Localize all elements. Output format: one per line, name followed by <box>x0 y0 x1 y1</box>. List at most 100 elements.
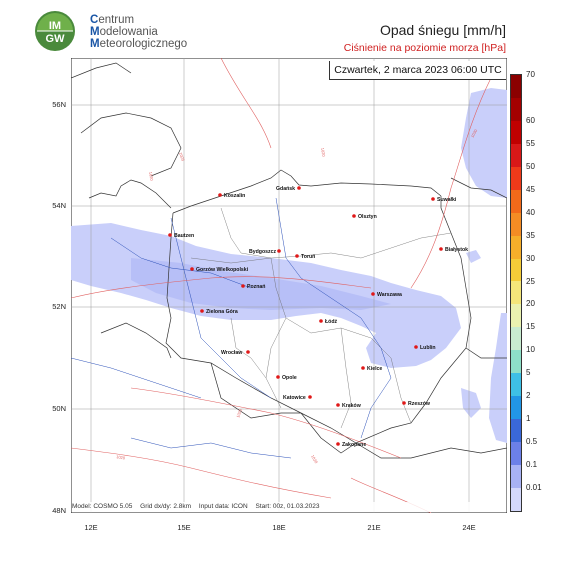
svg-text:Zakopane: Zakopane <box>342 442 366 448</box>
lon-label-12e: 12E <box>84 523 98 532</box>
color-scale-segment <box>511 350 521 374</box>
color-scale-segment <box>511 258 521 282</box>
isobar-labels: 1030 1025 1020 1020 1025 1020 1020 <box>116 128 479 465</box>
color-scale-label: 45 <box>526 184 535 194</box>
city-zakopane: Zakopane <box>336 442 366 448</box>
color-scale-label: 0.1 <box>526 460 538 470</box>
lat-label-50n: 50N <box>52 404 66 413</box>
city-suwalki: Suwałki <box>431 197 457 203</box>
svg-text:Rzeszów: Rzeszów <box>408 401 431 407</box>
lat-label-56n: 56N <box>52 100 66 109</box>
svg-text:Białystok: Białystok <box>445 247 468 253</box>
model-info-footer: Model: COSMO 5.05 Grid dx/dy: 2.8km Inpu… <box>72 502 505 512</box>
color-scale-label: 5 <box>526 368 531 378</box>
organization-name: Centrum Modelowania Meteorologicznego <box>90 14 188 50</box>
map-title: Opad śniegu [mm/h] <box>379 22 506 38</box>
color-scale-segment <box>511 75 521 98</box>
city-lublin: Lublin <box>414 345 436 351</box>
color-scale-segment <box>511 396 521 420</box>
forecast-datetime: Czwartek, 2 marca 2023 06:00 UTC <box>329 61 506 80</box>
lon-label-24e: 24E <box>462 523 476 532</box>
svg-text:Bydgoszcz: Bydgoszcz <box>249 249 277 255</box>
color-scale-segment <box>511 442 521 465</box>
city-wroclaw: Wrocław <box>221 350 250 356</box>
footer-model: Model: COSMO 5.05 <box>72 503 133 510</box>
svg-text:Koszalin: Koszalin <box>224 193 245 199</box>
city-bialystok: Białystok <box>439 247 468 253</box>
color-scale-label: 50 <box>526 161 535 171</box>
svg-text:Warszawa: Warszawa <box>377 292 402 298</box>
city-lodz: Łódź <box>319 319 338 325</box>
city-zielona-gora: Zielona Góra <box>200 309 238 315</box>
color-scale-segment <box>511 235 521 259</box>
svg-text:Gdańsk: Gdańsk <box>276 186 295 192</box>
color-scale-segment <box>511 212 521 236</box>
color-scale-label: 60 <box>526 115 535 125</box>
color-scale-segment <box>511 166 521 190</box>
svg-text:Katowice: Katowice <box>283 395 306 401</box>
graticule <box>71 58 507 513</box>
color-scale-label: 0.01 <box>526 483 542 493</box>
color-scale-label: 20 <box>526 299 535 309</box>
svg-text:Olsztyn: Olsztyn <box>358 214 377 220</box>
color-scale-label: 2 <box>526 391 531 401</box>
city-bautzen: Bautzen <box>168 233 194 239</box>
svg-text:Wrocław: Wrocław <box>221 350 243 356</box>
boundaries <box>71 62 507 459</box>
isobars <box>71 58 492 513</box>
city-olsztyn: Olsztyn <box>352 214 377 220</box>
color-scale-segment <box>511 143 521 167</box>
color-scale-bar <box>510 74 522 512</box>
city-krakow: Kraków <box>336 403 362 409</box>
color-scale-segment <box>511 281 521 305</box>
city-rzeszow: Rzeszów <box>402 401 431 407</box>
logo-text-bottom: GW <box>46 33 66 45</box>
color-scale-label: 0.5 <box>526 437 538 447</box>
svg-text:1020: 1020 <box>320 147 327 157</box>
color-scale-label: 40 <box>526 207 535 217</box>
map-subtitle: Ciśnienie na poziomie morza [hPa] <box>343 42 506 54</box>
lon-label-21e: 21E <box>367 523 381 532</box>
svg-text:1025: 1025 <box>178 152 186 163</box>
svg-text:Gorzów Wielkopolski: Gorzów Wielkopolski <box>196 267 249 273</box>
color-scale-segment <box>511 120 521 144</box>
lat-label-52n: 52N <box>52 302 66 311</box>
svg-text:Toruń: Toruń <box>301 254 315 260</box>
imgw-logo: IM GW <box>35 11 75 51</box>
city-warszawa: Warszawa <box>371 292 402 298</box>
svg-text:Kielce: Kielce <box>367 366 382 372</box>
color-scale-segment <box>511 327 521 351</box>
rivers <box>71 197 392 459</box>
color-scale-label: 70 <box>526 70 535 79</box>
logo-text-top: IM <box>49 20 61 32</box>
svg-text:Opole: Opole <box>282 375 297 381</box>
svg-text:Poznań: Poznań <box>247 284 265 290</box>
svg-text:Kraków: Kraków <box>342 403 362 409</box>
province-borders <box>190 207 452 429</box>
svg-text:Suwałki: Suwałki <box>437 197 457 203</box>
color-scale-label: 35 <box>526 230 535 240</box>
color-scale-label: 55 <box>526 138 535 148</box>
svg-text:1030: 1030 <box>470 128 479 139</box>
city-katowice: Katowice <box>283 395 312 401</box>
city-poznan: Poznań <box>241 284 265 290</box>
city-kielce: Kielce <box>361 366 382 372</box>
svg-text:Łódź: Łódź <box>325 319 338 325</box>
color-scale-label: 15 <box>526 322 535 332</box>
color-scale-label: 10 <box>526 345 535 355</box>
city-bydgoszcz: Bydgoszcz <box>249 249 281 255</box>
city-opole: Opole <box>276 375 297 381</box>
color-scale-segment <box>511 419 521 442</box>
footer-input: Input data: ICON <box>198 503 248 510</box>
color-scale-label: 1 <box>526 414 531 424</box>
svg-text:Zielona Góra: Zielona Góra <box>206 309 238 315</box>
svg-text:Bautzen: Bautzen <box>174 233 194 239</box>
color-scale-segment <box>511 189 521 213</box>
svg-text:1020: 1020 <box>148 171 155 181</box>
color-scale-segment <box>511 464 521 488</box>
weather-map: Koszalin Gdańsk Suwałki Olsztyn Bydgoszc… <box>71 58 507 513</box>
color-scale-label: 25 <box>526 276 535 286</box>
color-scale-label: 30 <box>526 253 535 263</box>
color-scale-segment <box>511 373 521 397</box>
city-koszalin: Koszalin <box>218 193 245 199</box>
